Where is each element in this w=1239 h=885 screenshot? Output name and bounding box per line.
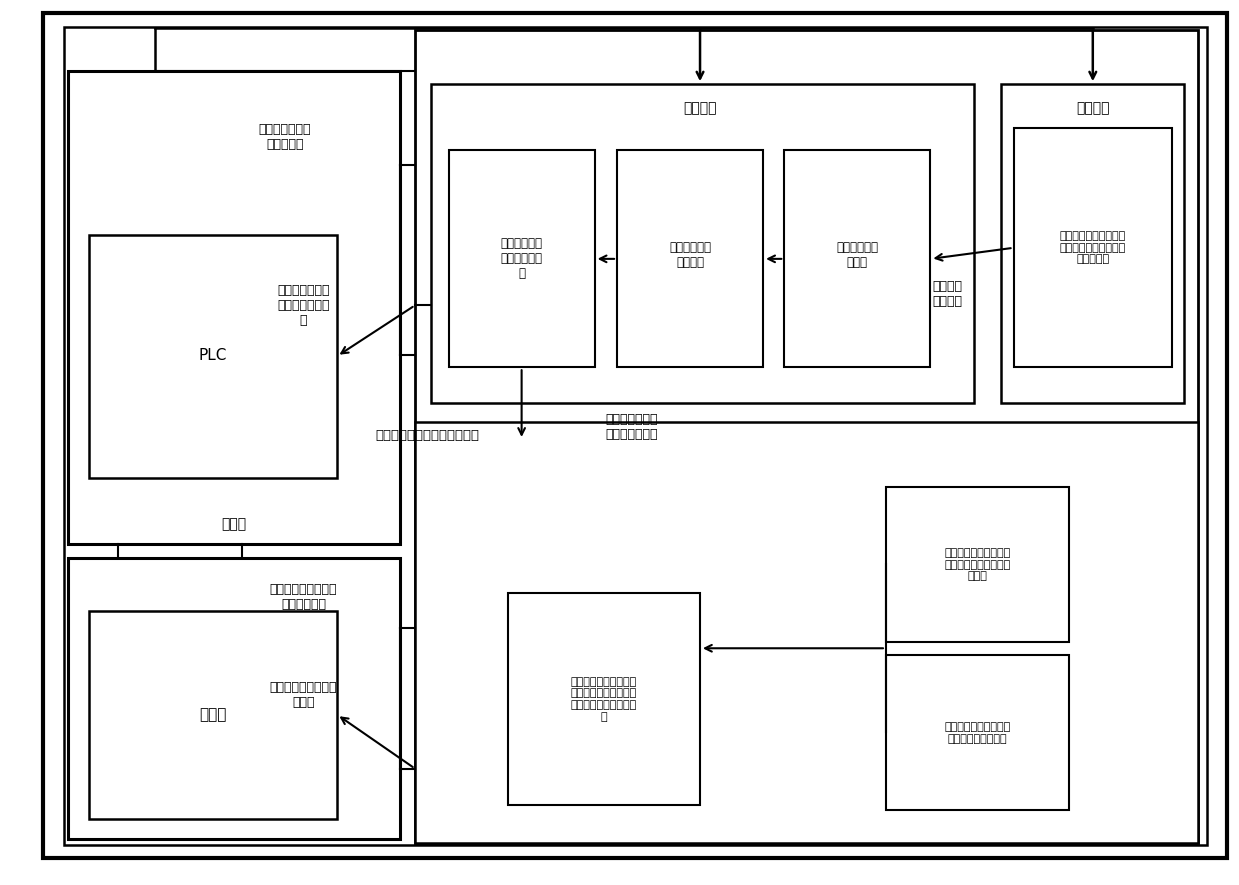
Text: 二维模板匹配
初定位: 二维模板匹配 初定位: [836, 241, 878, 269]
Bar: [1014, 128, 1172, 367]
Text: 发送铸件抓取放置轨
迹点位: 发送铸件抓取放置轨 迹点位: [270, 681, 337, 709]
Text: 三维相机: 三维相机: [1075, 101, 1110, 115]
Bar: [89, 235, 337, 478]
Text: 根据示教的放置点或编
程自动计算的放置点: 根据示教的放置点或编 程自动计算的放置点: [944, 722, 1011, 743]
Text: 根据所用机器人所使用
的坐标系推算机器人运
动所需的轨迹，含过渡
点: 根据所用机器人所使用 的坐标系推算机器人运 动所需的轨迹，含过渡 点: [571, 677, 637, 721]
Bar: [415, 422, 1198, 843]
Text: 铸件到位发送相
机拍照信号: 铸件到位发送相 机拍照信号: [259, 123, 311, 151]
Bar: [508, 593, 700, 805]
Text: 离开拍照区域，发送
相机拍照信号: 离开拍照区域，发送 相机拍照信号: [270, 583, 337, 612]
Bar: [68, 71, 400, 544]
Text: 三维相机坐标系标定并
将三维点云数据切换至
该坐标系下: 三维相机坐标系标定并 将三维点云数据切换至 该坐标系下: [1059, 231, 1126, 265]
Bar: [1001, 84, 1184, 403]
Bar: [449, 150, 595, 367]
Text: 传送带: 传送带: [222, 517, 247, 531]
Bar: [886, 487, 1069, 642]
Bar: [89, 611, 337, 819]
Bar: [886, 655, 1069, 810]
Text: 机器人下料抓取放置轨迹计算: 机器人下料抓取放置轨迹计算: [375, 429, 479, 442]
Bar: [617, 150, 763, 367]
Text: 图像处理: 图像处理: [683, 101, 717, 115]
Text: 三维迭代最近
点精配准: 三维迭代最近 点精配准: [669, 241, 711, 269]
Bar: [431, 84, 974, 403]
Bar: [68, 558, 400, 839]
Text: 铸件三维
点云数据: 铸件三维 点云数据: [933, 280, 963, 308]
Text: 机器人: 机器人: [199, 708, 227, 722]
Bar: [415, 30, 1198, 843]
Text: 识别出的铸件空
间位置及其姿态: 识别出的铸件空 间位置及其姿态: [606, 412, 658, 441]
Text: 根据抓取点设置计算机
器人抓取的空间位置及
其姿态: 根据抓取点设置计算机 器人抓取的空间位置及 其姿态: [944, 548, 1011, 581]
Text: 识别铸件的空
间位置及其姿
态: 识别铸件的空 间位置及其姿 态: [501, 237, 543, 280]
Text: 无可识别铸件发
送传送带补料信
号: 无可识别铸件发 送传送带补料信 号: [278, 284, 330, 327]
Bar: [784, 150, 930, 367]
Text: PLC: PLC: [199, 349, 227, 363]
